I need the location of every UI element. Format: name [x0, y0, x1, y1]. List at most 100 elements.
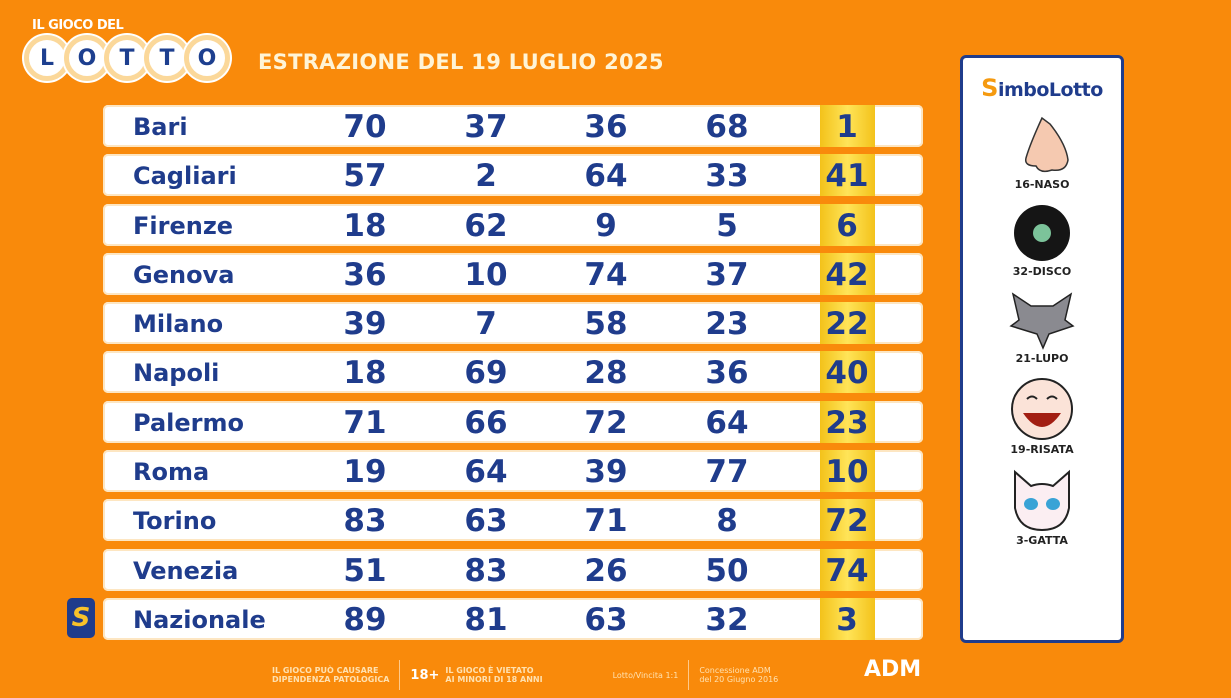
table-row: Roma 19 64 39 77 10 — [103, 450, 923, 493]
city-name: Nazionale — [133, 605, 266, 634]
table-row: Nazionale 89 81 63 32 3 — [103, 597, 923, 640]
symbol-disco: 32-DISCO — [963, 203, 1121, 278]
drawn-number: 32 — [705, 601, 749, 638]
logo-ball: T — [104, 35, 150, 81]
drawn-number-fifth: 74 — [825, 552, 869, 589]
drawn-number: 89 — [343, 601, 387, 638]
table-row: Bari 70 37 36 68 1 — [103, 105, 923, 147]
drawn-number: 62 — [464, 207, 508, 244]
symbol-lupo: 21-LUPO — [963, 290, 1121, 365]
drawn-number: 63 — [584, 601, 628, 638]
drawn-number: 50 — [705, 552, 749, 589]
drawn-number-fifth: 40 — [825, 355, 869, 392]
logo-ball: L — [24, 35, 70, 81]
drawn-number: 36 — [343, 256, 387, 293]
drawn-number: 51 — [343, 552, 387, 589]
drawn-number-fifth: 42 — [825, 256, 869, 293]
drawn-number: 36 — [705, 355, 749, 392]
last-number-highlight — [820, 302, 875, 345]
drawn-number: 8 — [716, 503, 738, 540]
symbol-risata: 19-RISATA — [963, 377, 1121, 456]
city-name: Napoli — [133, 359, 220, 388]
odds-text: Lotto/Vincita 1:1 — [612, 670, 679, 680]
last-number-highlight — [820, 499, 875, 542]
minors-text: IL GIOCO È VIETATO AI MINORI DI 18 ANNI — [445, 666, 543, 684]
city-name: Bari — [133, 113, 188, 141]
logo-ball: O — [184, 35, 230, 81]
drawn-number: 77 — [705, 454, 749, 491]
drawn-number: 37 — [705, 256, 749, 293]
logo-caption: IL GIOCO DEL — [32, 18, 124, 33]
last-number-highlight — [820, 400, 875, 443]
city-name: Torino — [133, 507, 217, 536]
drawn-number: 5 — [716, 207, 738, 244]
drawn-number: 33 — [705, 158, 749, 195]
drawn-number: 66 — [464, 404, 508, 441]
drawn-number: 64 — [584, 158, 628, 195]
drawn-number: 71 — [343, 404, 387, 441]
page-title: ESTRAZIONE DEL 19 LUGLIO 2025 — [258, 50, 664, 74]
adm-logo: ADM — [864, 657, 922, 682]
table-row: Napoli 18 69 28 36 40 — [103, 351, 923, 394]
nose-icon — [1024, 116, 1069, 173]
drawn-number: 10 — [464, 256, 508, 293]
drawn-number: 7 — [475, 306, 497, 343]
drawn-number-fifth: 10 — [825, 454, 869, 491]
city-name: Roma — [133, 458, 210, 487]
drawn-number: 19 — [343, 454, 387, 491]
city-name: Cagliari — [133, 162, 237, 191]
logo-ball: O — [64, 35, 110, 81]
drawn-number: 58 — [584, 306, 628, 343]
last-number-highlight — [820, 548, 875, 591]
drawn-number: 9 — [595, 207, 617, 244]
drawn-number-fifth: 72 — [825, 503, 869, 540]
concession-text: Concessione ADM del 20 Giugno 2016 — [699, 666, 779, 684]
last-number-highlight — [820, 154, 875, 197]
symbol-naso: 16-NASO — [963, 114, 1121, 191]
drawn-number: 2 — [475, 158, 497, 195]
vinyl-disc-icon — [1014, 205, 1070, 261]
drawn-number: 72 — [584, 404, 628, 441]
drawn-number: 36 — [584, 109, 628, 145]
drawn-number: 39 — [343, 306, 387, 343]
last-number-highlight — [820, 203, 875, 246]
city-name: Firenze — [133, 211, 234, 240]
last-number-highlight — [820, 105, 875, 147]
drawn-number-fifth: 22 — [825, 306, 869, 343]
drawn-number: 81 — [464, 601, 508, 638]
drawn-number: 57 — [343, 158, 387, 195]
drawn-number: 26 — [584, 552, 628, 589]
city-name: Venezia — [133, 556, 239, 585]
drawn-number-fifth: 6 — [836, 207, 858, 244]
last-number-highlight — [820, 351, 875, 394]
laughing-face-icon — [1011, 378, 1073, 440]
drawn-number: 83 — [343, 503, 387, 540]
city-name: Palermo — [133, 408, 244, 437]
table-row: Cagliari 57 2 64 33 41 — [103, 154, 923, 197]
drawn-number: 71 — [584, 503, 628, 540]
simbolotto-logo: SimboLotto — [963, 74, 1121, 102]
logo-text: imboLotto — [997, 79, 1103, 101]
symbol-gatta: 3-GATTA — [963, 468, 1121, 547]
simbolotto-panel: SimboLotto 16-NASO 32-DISCO 21-LUPO 19-R… — [960, 55, 1124, 643]
drawn-number: 64 — [464, 454, 508, 491]
age-badge: 18+ — [410, 667, 440, 683]
last-number-highlight — [820, 252, 875, 295]
cat-icon — [1014, 469, 1070, 532]
city-name: Milano — [133, 310, 224, 339]
drawn-number: 64 — [705, 404, 749, 441]
drawn-number: 69 — [464, 355, 508, 392]
drawn-number: 74 — [584, 256, 628, 293]
last-number-highlight — [820, 450, 875, 493]
last-number-highlight — [820, 597, 875, 640]
drawn-number: 70 — [343, 109, 387, 145]
table-row: Venezia 51 83 26 50 74 — [103, 548, 923, 591]
warning-text: IL GIOCO PUÒ CAUSARE DIPENDENZA PATOLOGIC… — [272, 666, 390, 684]
table-row: Palermo 71 66 72 64 23 — [103, 400, 923, 443]
table-row: Torino 83 63 71 8 72 — [103, 499, 923, 542]
drawn-number: 63 — [464, 503, 508, 540]
drawn-number-fifth: 41 — [825, 158, 869, 195]
wolf-icon — [1009, 292, 1075, 350]
simbolotto-badge: S — [67, 598, 95, 638]
drawn-number-fifth: 23 — [825, 404, 869, 441]
